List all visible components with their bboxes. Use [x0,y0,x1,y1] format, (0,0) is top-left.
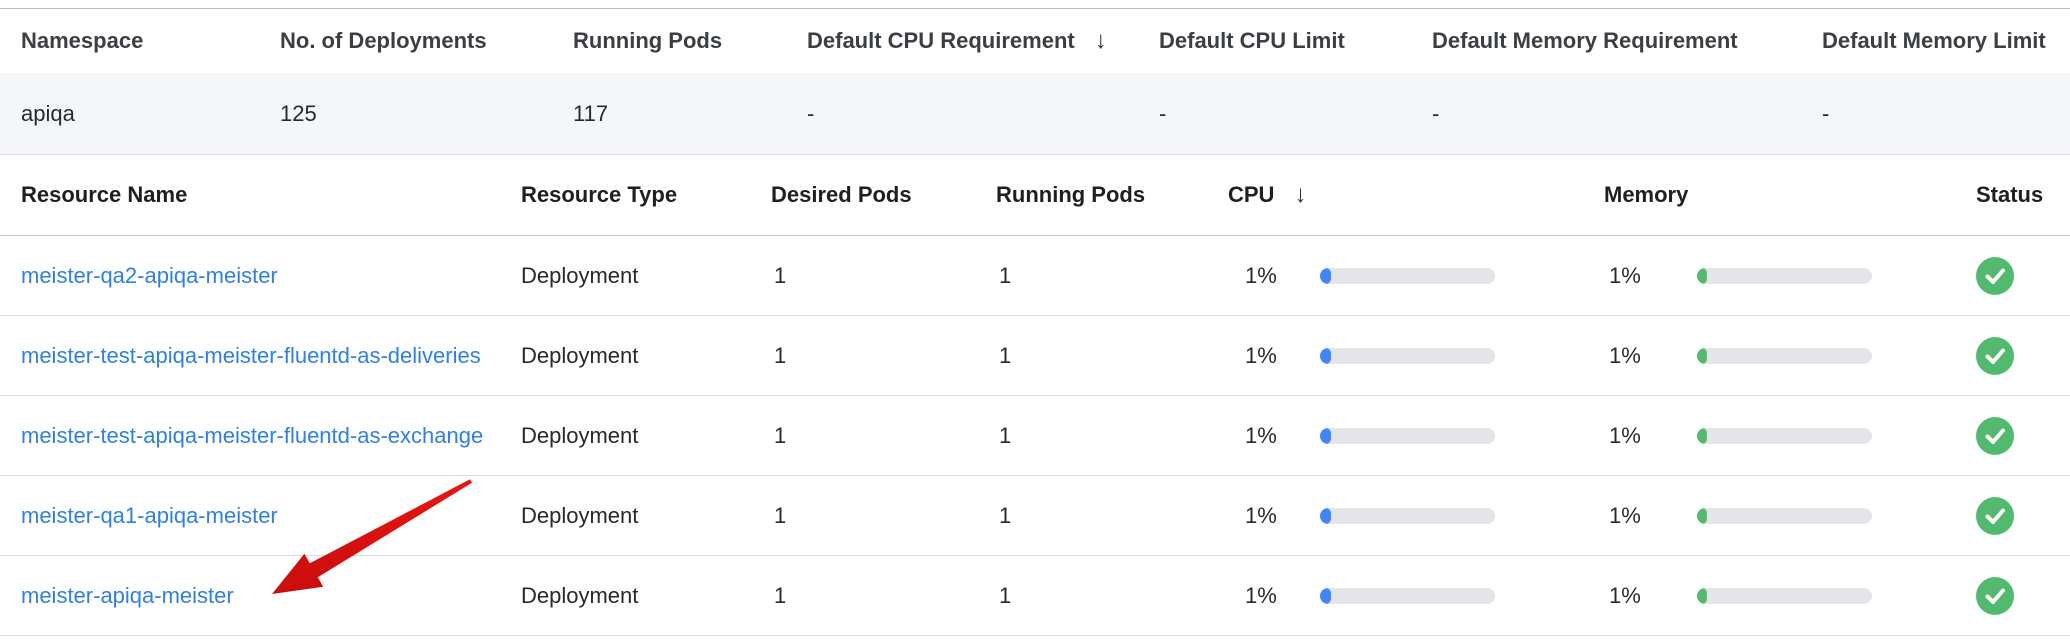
header-cpu[interactable]: CPU ↓ [1228,182,1306,208]
memory-percent-label: 1% [1609,502,1641,528]
table-row: meister-test-apiqa-meister-fluentd-as-de… [0,316,2070,396]
running-pods-cell: 1 [999,502,1012,528]
check-circle-icon [1976,336,2014,375]
sort-descending-icon[interactable]: ↓ [1094,27,1107,54]
header-default-cpu-limit[interactable]: Default CPU Limit [1159,28,1345,53]
desired-pods-cell: 1 [774,582,787,608]
memory-usage-bar [1697,587,1872,604]
check-circle-icon [1976,496,2014,535]
table-row: meister-qa1-apiqa-meister Deployment 1 1… [0,476,2070,556]
memory-percent-label: 1% [1609,342,1641,368]
namespace-table-header: Namespace No. of Deployments Running Pod… [0,8,2070,74]
sort-descending-icon[interactable]: ↓ [1294,181,1307,208]
resource-type-cell: Deployment [521,422,639,448]
resource-name-cell: meister-test-apiqa-meister-fluentd-as-ex… [21,420,483,452]
memory-percent-label: 1% [1609,582,1641,608]
cpu-usage-bar [1320,267,1495,284]
cpu-percent-label: 1% [1245,582,1277,608]
resource-link[interactable]: meister-qa2-apiqa-meister [21,262,278,288]
check-circle-icon [1976,576,2014,615]
header-memory[interactable]: Memory [1604,182,1689,207]
header-default-cpu-requirement-label: Default CPU Requirement [807,28,1075,53]
header-cpu-label: CPU [1228,182,1275,207]
resource-name-cell: meister-test-apiqa-meister-fluentd-as-de… [21,340,481,372]
resource-type-cell: Deployment [521,342,639,368]
memory-usage-bar [1697,267,1872,284]
cpu-usage-bar [1320,587,1495,604]
resource-link[interactable]: meister-qa1-apiqa-meister [21,502,278,528]
cpu-usage-fill [1320,507,1331,524]
resource-table-header: Resource Name Resource Type Desired Pods… [0,155,2070,236]
resource-type-cell: Deployment [521,262,639,288]
cpu-usage-fill [1320,347,1331,364]
desired-pods-cell: 1 [774,262,787,288]
default-memory-requirement-cell: - [1432,100,1440,126]
header-desired-pods[interactable]: Desired Pods [771,182,912,207]
running-pods-cell: 1 [999,582,1012,608]
memory-usage-fill [1697,427,1707,444]
cpu-usage-bar [1320,427,1495,444]
status-badge [1976,336,2014,375]
header-running-pods[interactable]: Running Pods [573,28,723,53]
memory-usage-bar [1697,507,1872,524]
header-default-memory-requirement[interactable]: Default Memory Requirement [1432,28,1738,53]
header-default-memory-limit[interactable]: Default Memory Limit [1822,28,2046,53]
status-badge [1976,416,2014,455]
resource-type-cell: Deployment [521,582,639,608]
memory-usage-fill [1697,587,1707,604]
resource-table-body: meister-qa2-apiqa-meister Deployment 1 1… [0,236,2070,636]
resource-link-annotated[interactable]: meister-apiqa-meister [21,582,234,608]
status-badge [1976,496,2014,535]
table-row: meister-qa2-apiqa-meister Deployment 1 1… [0,236,2070,316]
cpu-percent-label: 1% [1245,422,1277,448]
status-badge [1976,576,2014,615]
running-pods-cell: 1 [999,342,1012,368]
default-cpu-requirement-cell: - [807,100,815,126]
resource-link[interactable]: meister-test-apiqa-meister-fluentd-as-de… [21,342,481,368]
resource-name-cell: meister-qa1-apiqa-meister [21,500,389,532]
header-namespace[interactable]: Namespace [21,28,144,53]
resource-name-cell: meister-qa2-apiqa-meister [21,260,389,292]
header-resource-name[interactable]: Resource Name [21,182,188,207]
cpu-usage-fill [1320,267,1331,284]
namespace-row-apiqa[interactable]: apiqa 125 117 - - - - [0,73,2070,155]
header-running-pods[interactable]: Running Pods [996,182,1146,207]
memory-percent-label: 1% [1609,262,1641,288]
status-badge [1976,256,2014,295]
cpu-usage-bar [1320,507,1495,524]
cpu-percent-label: 1% [1245,262,1277,288]
header-resource-type[interactable]: Resource Type [521,182,678,207]
cpu-percent-label: 1% [1245,502,1277,528]
cpu-usage-fill [1320,427,1331,444]
resource-name-cell: meister-apiqa-meister [21,580,389,612]
cpu-usage-bar [1320,347,1495,364]
running-pods-cell: 1 [999,262,1012,288]
memory-usage-bar [1697,347,1872,364]
desired-pods-cell: 1 [774,342,787,368]
cpu-usage-fill [1320,587,1331,604]
check-circle-icon [1976,256,2014,295]
running-pods-cell: 1 [999,422,1012,448]
desired-pods-cell: 1 [774,422,787,448]
desired-pods-cell: 1 [774,502,787,528]
memory-usage-fill [1697,347,1707,364]
header-no-of-deployments[interactable]: No. of Deployments [280,28,487,53]
header-status[interactable]: Status [1976,182,2044,207]
default-memory-limit-cell: - [1822,100,1830,126]
deployments-count-cell: 125 [280,100,317,126]
header-default-cpu-requirement[interactable]: Default CPU Requirement ↓ [807,28,1107,54]
memory-percent-label: 1% [1609,422,1641,448]
cpu-percent-label: 1% [1245,342,1277,368]
table-row: meister-test-apiqa-meister-fluentd-as-ex… [0,396,2070,476]
running-pods-count-cell: 117 [573,100,609,126]
memory-usage-bar [1697,427,1872,444]
memory-usage-fill [1697,267,1707,284]
memory-usage-fill [1697,507,1707,524]
namespace-cell[interactable]: apiqa [21,100,75,126]
resource-type-cell: Deployment [521,502,639,528]
check-circle-icon [1976,416,2014,455]
resource-link[interactable]: meister-test-apiqa-meister-fluentd-as-ex… [21,422,484,448]
table-row: meister-apiqa-meister Deployment 1 1 1% … [0,556,2070,636]
default-cpu-limit-cell: - [1159,100,1167,126]
